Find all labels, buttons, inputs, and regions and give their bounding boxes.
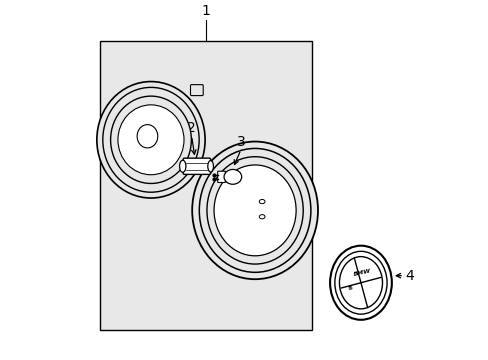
Text: 3: 3: [236, 135, 245, 149]
Ellipse shape: [206, 157, 303, 264]
Ellipse shape: [118, 105, 183, 175]
FancyBboxPatch shape: [183, 158, 210, 174]
Ellipse shape: [334, 251, 386, 314]
Ellipse shape: [110, 96, 191, 184]
Ellipse shape: [192, 141, 317, 279]
FancyBboxPatch shape: [190, 85, 203, 96]
Text: 2: 2: [187, 121, 196, 135]
Ellipse shape: [179, 160, 185, 172]
Ellipse shape: [97, 82, 204, 198]
Ellipse shape: [224, 170, 241, 184]
Ellipse shape: [259, 199, 264, 204]
Ellipse shape: [259, 215, 264, 219]
Ellipse shape: [214, 165, 296, 256]
Ellipse shape: [137, 125, 158, 148]
Text: 4: 4: [404, 269, 413, 283]
Text: 1: 1: [201, 4, 210, 18]
Ellipse shape: [339, 257, 382, 309]
Text: B: B: [347, 285, 352, 291]
Bar: [100, 41, 311, 330]
FancyBboxPatch shape: [217, 171, 225, 183]
Ellipse shape: [207, 161, 213, 172]
Ellipse shape: [199, 148, 310, 272]
Ellipse shape: [329, 246, 391, 320]
Text: BMW: BMW: [353, 269, 371, 277]
Ellipse shape: [102, 87, 199, 192]
